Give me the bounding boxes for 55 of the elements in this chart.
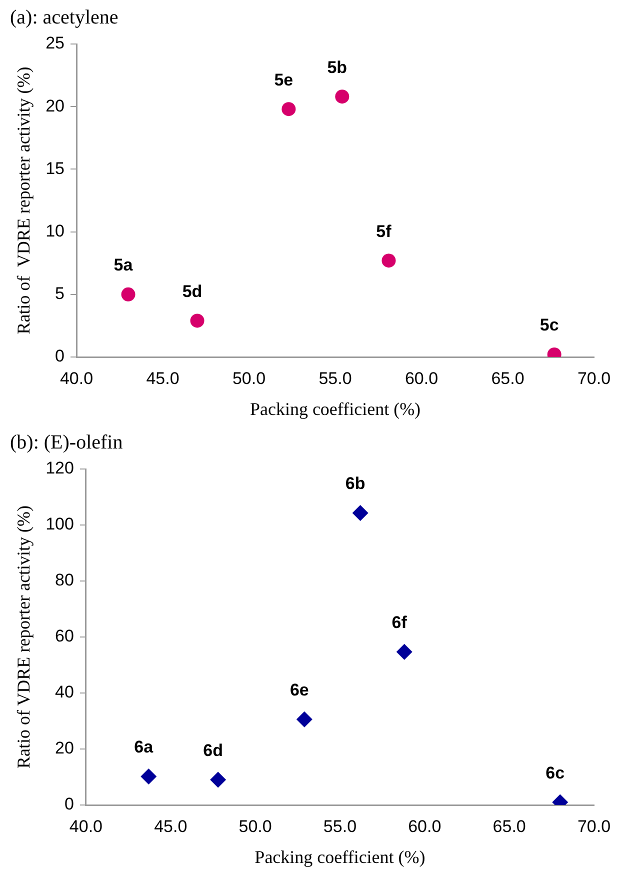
annotation: 5b bbox=[327, 58, 348, 77]
y-tick-label: 15 bbox=[46, 158, 65, 178]
y-tick-label: 25 bbox=[46, 34, 65, 53]
y-tick-label: 5 bbox=[55, 284, 65, 304]
x-tick-label: 40.0 bbox=[69, 816, 103, 836]
x-axis-title: Packing coefficient (%) bbox=[254, 846, 426, 867]
x-tick-label: 55.0 bbox=[323, 816, 357, 836]
x-tick-label: 45.0 bbox=[154, 816, 188, 836]
y-tick-label: 20 bbox=[55, 738, 74, 758]
x-tick-label: 50.0 bbox=[232, 368, 266, 388]
y-tick-label: 10 bbox=[46, 221, 65, 240]
x-tick-label: 60.0 bbox=[404, 368, 438, 388]
point bbox=[190, 314, 204, 328]
point bbox=[140, 768, 157, 784]
annotation: 6e bbox=[290, 680, 309, 700]
y-tick-label: 0 bbox=[64, 794, 74, 814]
y-tick-label: 20 bbox=[46, 96, 65, 116]
point bbox=[382, 254, 396, 268]
annotation: 6f bbox=[392, 613, 408, 632]
y-tick-label: 100 bbox=[46, 514, 74, 534]
annotation: 6a bbox=[134, 738, 154, 757]
x-tick-label: 55.0 bbox=[318, 368, 352, 388]
chart-title: (a): acetylene bbox=[10, 6, 118, 28]
point bbox=[282, 102, 296, 116]
y-tick-label: 0 bbox=[55, 346, 65, 366]
point bbox=[352, 504, 368, 521]
annotation: 5a bbox=[114, 256, 134, 275]
y-axis-title: Ratio of VDRE reporter activity (%) bbox=[14, 66, 34, 334]
y-tick-label: 60 bbox=[55, 626, 74, 646]
annotation: 5f bbox=[376, 222, 392, 241]
point bbox=[396, 644, 412, 660]
x-tick-label: 45.0 bbox=[146, 368, 180, 388]
annotation: 5d bbox=[182, 282, 202, 301]
x-tick-label: 60.0 bbox=[408, 816, 442, 836]
y-tick-label: 80 bbox=[55, 570, 74, 590]
point bbox=[210, 772, 226, 788]
x-axis-title: Packing coefficient (%) bbox=[250, 398, 421, 419]
x-tick-label: 65.0 bbox=[491, 368, 524, 388]
x-tick-label: 50.0 bbox=[238, 816, 272, 836]
point bbox=[121, 287, 136, 302]
x-tick-label: 40.0 bbox=[60, 368, 94, 388]
y-tick-label: 40 bbox=[55, 682, 74, 702]
x-tick-label: 65.0 bbox=[492, 816, 526, 836]
x-tick-label: 70.0 bbox=[577, 368, 611, 388]
annotation: 6d bbox=[203, 740, 223, 760]
annotation: 6c bbox=[546, 763, 565, 782]
point bbox=[335, 90, 350, 104]
y-tick-label: 120 bbox=[46, 458, 74, 478]
x-tick-label: 70.0 bbox=[577, 816, 611, 836]
annotation: 5c bbox=[540, 316, 559, 335]
annotation: 6b bbox=[345, 474, 366, 494]
chart-title: (b): (E)-olefin bbox=[10, 431, 123, 454]
annotation: 5e bbox=[274, 70, 294, 90]
point bbox=[296, 711, 312, 728]
y-axis-title: Ratio of VDRE reporter activity (%) bbox=[14, 505, 34, 769]
